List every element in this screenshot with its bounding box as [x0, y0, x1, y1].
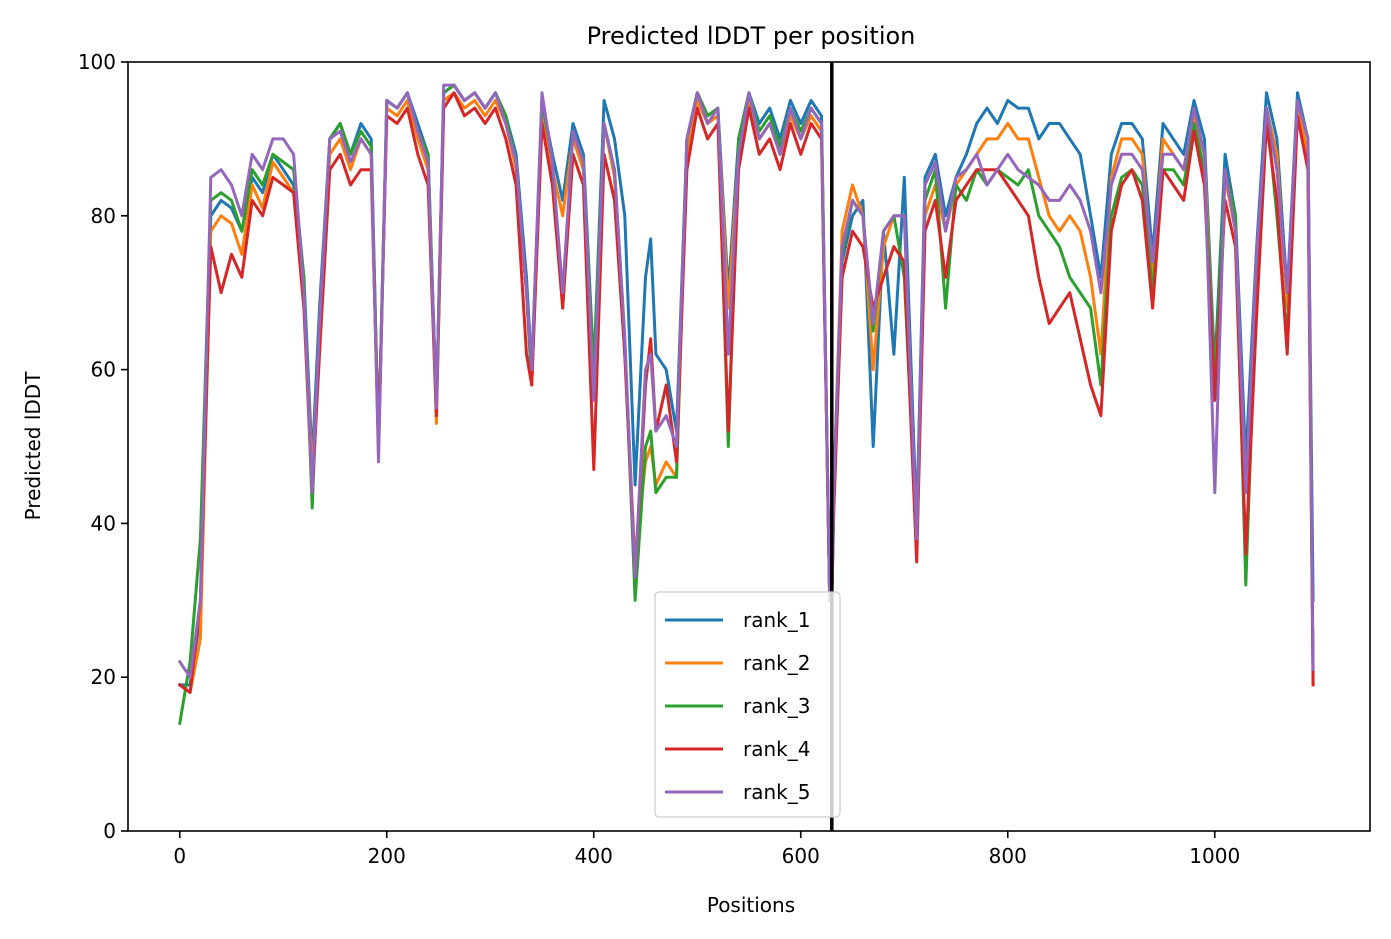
y-tick-label: 100: [78, 50, 116, 74]
legend-label-rank_2: rank_2: [743, 651, 810, 675]
legend-label-rank_4: rank_4: [743, 737, 810, 761]
x-tick-label: 600: [782, 844, 820, 868]
x-tick-label: 1000: [1189, 844, 1240, 868]
series-layer: [177, 62, 1315, 831]
plot-frame: [127, 61, 1371, 832]
y-tick-label: 80: [91, 204, 116, 228]
y-tick-label: 0: [103, 819, 116, 843]
chart-title: Predicted lDDT per position: [587, 22, 916, 50]
x-tick-label: 800: [989, 844, 1027, 868]
series-line-rank_5: [177, 83, 1315, 679]
legend: rank_1 rank_2 rank_3 rank_4 rank_5: [654, 591, 841, 818]
legend-label-rank_5: rank_5: [743, 780, 810, 804]
y-tick-label: 40: [91, 511, 116, 535]
legend-label-rank_3: rank_3: [743, 694, 810, 718]
y-axis-label: Predicted lDDT: [21, 371, 45, 521]
x-axis-label: Positions: [707, 893, 795, 917]
x-tick-label: 0: [173, 844, 186, 868]
x-tick-label: 400: [575, 844, 613, 868]
legend-label-rank_1: rank_1: [743, 608, 810, 632]
x-tick-label: 200: [368, 844, 406, 868]
legend-box: [654, 591, 841, 818]
y-tick-label: 60: [91, 358, 116, 382]
axes-layer: 0 200 400 600 800 1000 0 20 40 60 80 100: [78, 50, 1371, 868]
y-tick-label: 20: [91, 665, 116, 689]
